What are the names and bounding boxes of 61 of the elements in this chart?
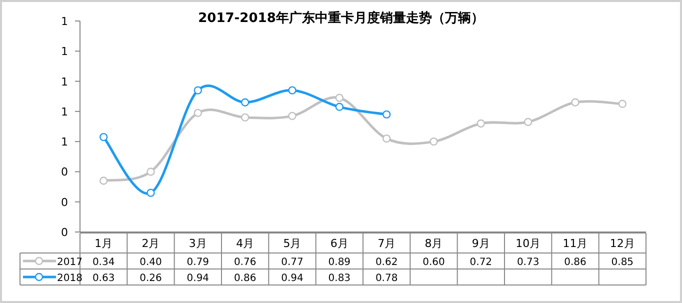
data-label: 0.78 bbox=[375, 273, 398, 284]
y-tick-label: 1 bbox=[61, 105, 68, 118]
x-tick-label: 8月 bbox=[424, 237, 443, 250]
data-label: 0.89 bbox=[328, 257, 351, 268]
point bbox=[99, 132, 108, 142]
data-label: 0.79 bbox=[186, 257, 210, 268]
point bbox=[571, 98, 580, 106]
chart-title: 2017-2018年广东中重卡月度销量走势（万辆） bbox=[198, 10, 484, 26]
legend-label: 2017 bbox=[57, 257, 82, 268]
y-tick-label: 1 bbox=[61, 15, 68, 28]
point bbox=[240, 98, 250, 106]
point bbox=[240, 113, 250, 122]
x-tick-label: 3月 bbox=[188, 237, 207, 250]
point bbox=[194, 108, 202, 118]
x-tick-label: 12月 bbox=[610, 237, 635, 250]
x-tick-label: 6月 bbox=[330, 237, 348, 250]
point bbox=[288, 86, 296, 94]
data-label: 0.85 bbox=[611, 257, 634, 268]
x-tick-label: 7月 bbox=[378, 237, 396, 250]
y-tick-label: 1 bbox=[61, 75, 68, 88]
x-tick-label: 10月 bbox=[516, 237, 541, 250]
y-tick-label: 1 bbox=[61, 136, 68, 149]
data-label: 0.40 bbox=[140, 257, 162, 268]
point bbox=[99, 176, 108, 185]
data-label: 0.86 bbox=[234, 273, 256, 284]
data-label: 0.94 bbox=[281, 273, 304, 284]
point bbox=[146, 168, 155, 176]
data-label: 0.94 bbox=[186, 273, 210, 284]
point bbox=[146, 188, 155, 197]
point bbox=[194, 86, 202, 94]
data-label: 0.26 bbox=[140, 273, 162, 284]
data-label: 0.76 bbox=[234, 257, 256, 268]
data-label: 0.34 bbox=[92, 257, 115, 268]
x-tick-label: 4月 bbox=[236, 237, 254, 250]
y-tick-label: 0 bbox=[61, 226, 68, 239]
data-label: 0.86 bbox=[564, 257, 586, 268]
x-tick-label: 9月 bbox=[472, 237, 490, 250]
point bbox=[524, 118, 532, 126]
x-tick-label: 2月 bbox=[142, 237, 160, 250]
legend-label: 2018 bbox=[57, 273, 82, 284]
data-label: 0.77 bbox=[281, 257, 304, 268]
data-label: 0.83 bbox=[328, 273, 351, 284]
data-label: 0.73 bbox=[516, 257, 540, 268]
y-tick-label: 0 bbox=[61, 196, 68, 209]
point bbox=[335, 102, 344, 112]
point bbox=[430, 137, 438, 146]
data-label: 0.63 bbox=[92, 273, 115, 284]
data-label: 0.62 bbox=[375, 257, 398, 268]
data-label: 0.72 bbox=[470, 257, 492, 268]
x-tick-label: 11月 bbox=[562, 237, 588, 250]
y-tick-label: 1 bbox=[61, 45, 68, 58]
point bbox=[618, 100, 627, 108]
point bbox=[382, 110, 391, 119]
point bbox=[382, 134, 391, 143]
data-label: 0.60 bbox=[422, 257, 445, 268]
y-tick-label: 0 bbox=[61, 166, 68, 179]
point bbox=[288, 112, 296, 120]
point bbox=[476, 119, 486, 128]
x-tick-label: 1月 bbox=[94, 237, 113, 250]
x-tick-label: 5月 bbox=[283, 237, 302, 250]
point bbox=[335, 94, 344, 102]
